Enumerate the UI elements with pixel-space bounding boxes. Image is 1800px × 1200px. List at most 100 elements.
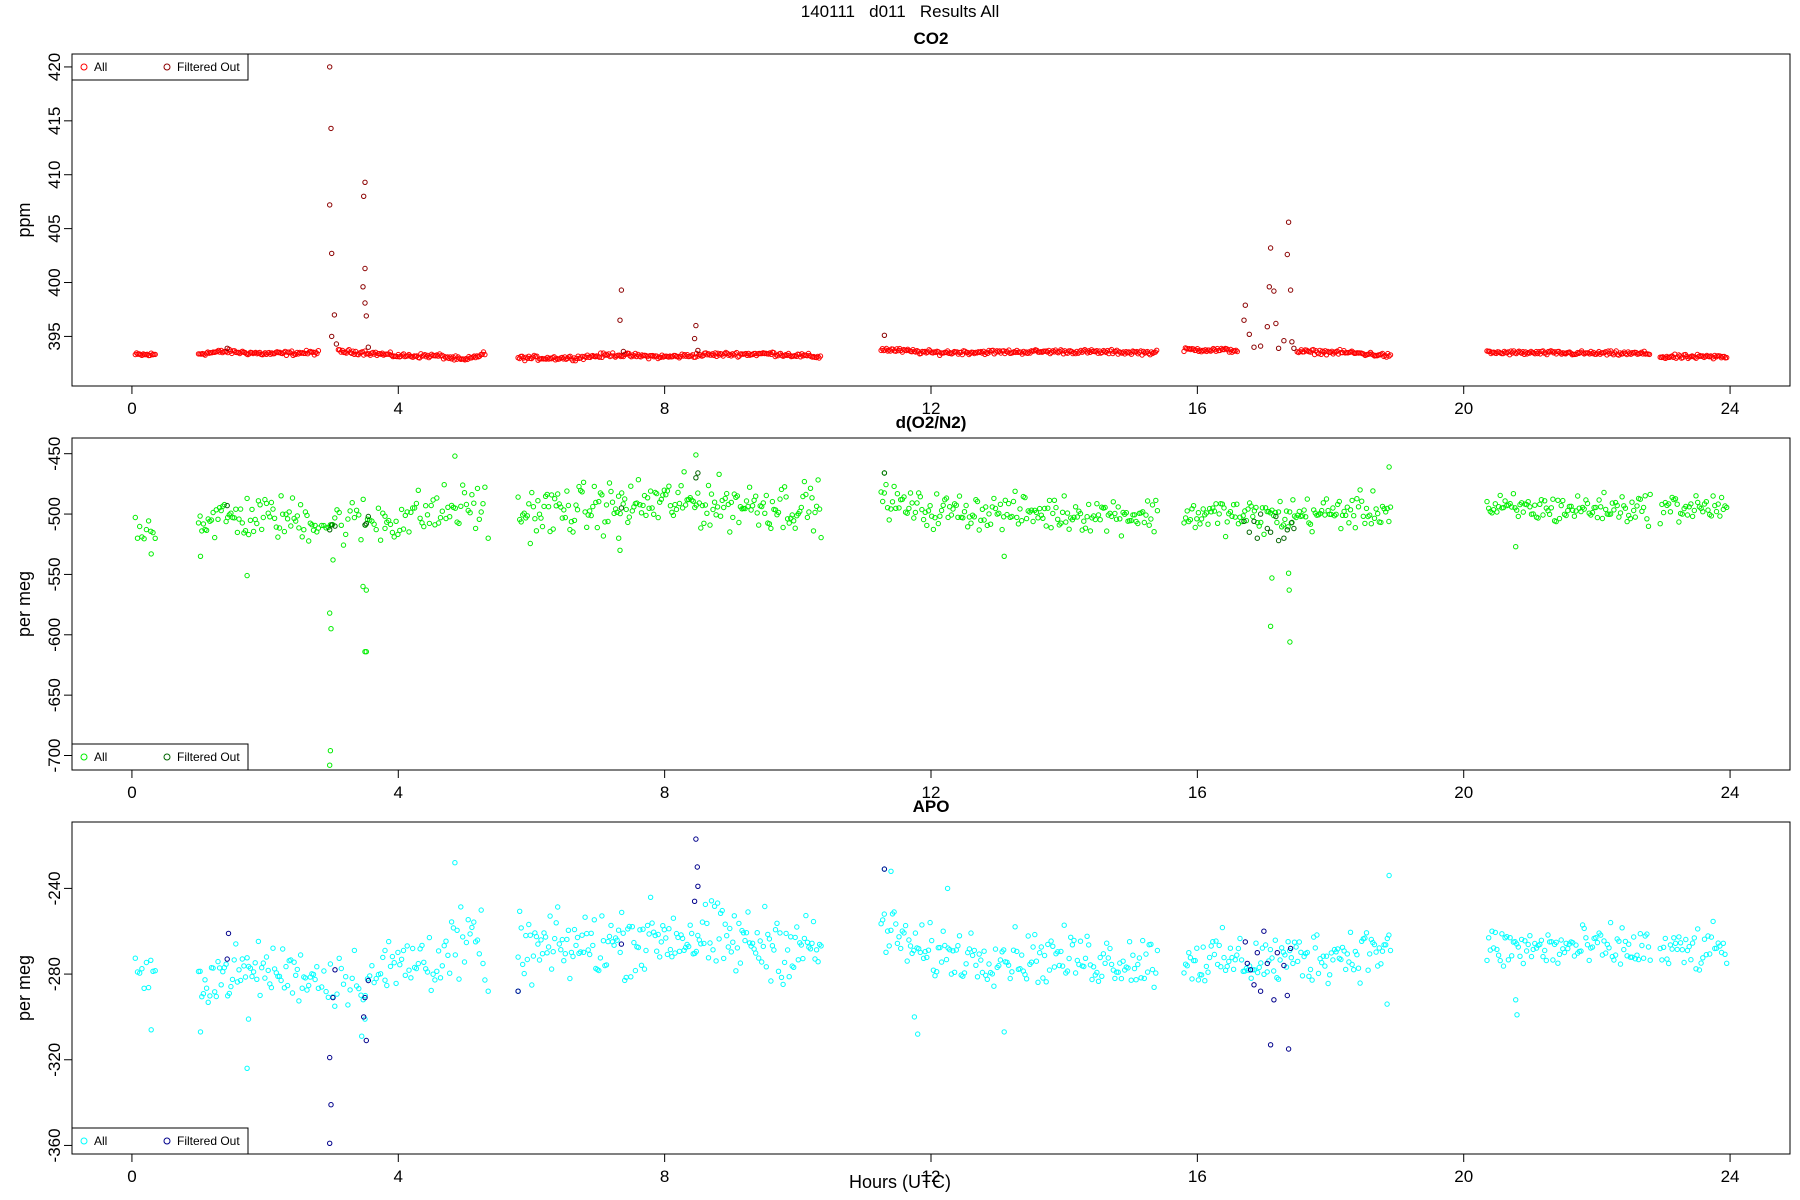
x-axis: 0 4 8 12 16 20 24 (127, 769, 1740, 802)
data-point (296, 998, 302, 1004)
data-point (587, 508, 593, 514)
legend-marker-all (80, 753, 88, 761)
filtered-point (327, 527, 333, 533)
data-point (996, 510, 1002, 517)
data-point (596, 967, 602, 974)
data-point (417, 515, 423, 522)
data-point (1355, 965, 1362, 971)
data-point (1622, 505, 1629, 511)
data-point (710, 506, 716, 513)
data-point (1368, 521, 1375, 527)
data-point (531, 352, 537, 359)
filtered-point (362, 522, 368, 528)
y-axis-label: per meg (14, 955, 34, 1021)
data-point (1144, 969, 1151, 975)
data-point (1038, 944, 1045, 950)
data-point (1045, 941, 1051, 948)
data-point (1043, 979, 1049, 985)
data-point (1566, 503, 1573, 510)
data-point (1224, 519, 1230, 525)
data-point (309, 522, 315, 528)
data-point (276, 525, 283, 531)
data-point (1601, 489, 1607, 496)
data-point (1624, 518, 1630, 525)
data-point (1317, 510, 1323, 517)
data-point (1343, 966, 1349, 973)
data-point (1629, 499, 1635, 505)
filtered-point (691, 898, 698, 905)
data-point (667, 946, 674, 953)
data-point (1205, 969, 1211, 975)
data-point (559, 515, 565, 521)
data-point (798, 504, 804, 511)
data-point (666, 926, 672, 932)
data-point (428, 987, 434, 994)
data-point (1553, 939, 1559, 946)
data-point (377, 537, 384, 543)
y-tick-label: 395 (45, 322, 64, 350)
y-axis: -360-320-280-240 (45, 871, 73, 1162)
filtered-point (1254, 535, 1261, 541)
page-title: 140111 d011 Results All (800, 2, 1000, 21)
legend-marker-filtered (163, 753, 171, 761)
data-point (1644, 931, 1650, 937)
data-point (962, 348, 968, 354)
data-point (889, 499, 896, 505)
data-point (1267, 946, 1274, 953)
x-tick-label: 20 (1454, 399, 1473, 418)
data-point (1601, 938, 1607, 944)
data-point (1068, 934, 1074, 941)
data-point (1674, 946, 1680, 953)
data-point (717, 910, 724, 917)
data-point (233, 941, 239, 947)
data-point (1634, 952, 1640, 958)
data-point (1048, 938, 1054, 944)
data-point (239, 348, 246, 354)
data-point (1489, 928, 1495, 934)
data-point (1066, 526, 1072, 532)
data-point (212, 989, 218, 995)
data-point (743, 930, 750, 936)
data-point (363, 587, 369, 593)
data-point (197, 553, 204, 560)
data-point (556, 501, 562, 507)
data-point (766, 521, 773, 527)
data-point (1378, 961, 1384, 967)
data-point (439, 963, 445, 969)
data-point (971, 514, 977, 520)
data-point (1025, 933, 1031, 939)
data-point (1581, 506, 1587, 512)
data-point (485, 988, 491, 994)
filtered-point (327, 202, 333, 208)
data-point (909, 500, 915, 506)
data-point (1190, 957, 1197, 964)
data-point (1703, 499, 1710, 505)
data-point (812, 509, 818, 516)
data-point (1084, 933, 1090, 940)
data-point (660, 492, 666, 498)
data-point (1045, 505, 1051, 511)
data-point (236, 516, 242, 522)
data-point (813, 947, 820, 953)
data-point (340, 981, 347, 987)
data-point (652, 932, 658, 939)
x-tick-label: 24 (1721, 783, 1740, 802)
data-point (1549, 348, 1556, 355)
y-tick-label: 420 (45, 53, 64, 81)
filtered-point (1284, 251, 1291, 258)
data-point (1383, 942, 1389, 948)
data-point (1147, 352, 1153, 358)
data-point (1136, 955, 1143, 961)
data-point (1367, 951, 1373, 957)
data-point (717, 513, 724, 519)
data-point (360, 583, 366, 590)
data-point (456, 976, 462, 982)
data-point (1384, 505, 1391, 512)
data-point (203, 985, 210, 991)
data-point (904, 510, 910, 516)
data-point (599, 913, 605, 919)
data-point (818, 943, 824, 949)
data-point (1296, 939, 1303, 945)
data-point (283, 963, 289, 970)
filtered-point (362, 179, 368, 186)
